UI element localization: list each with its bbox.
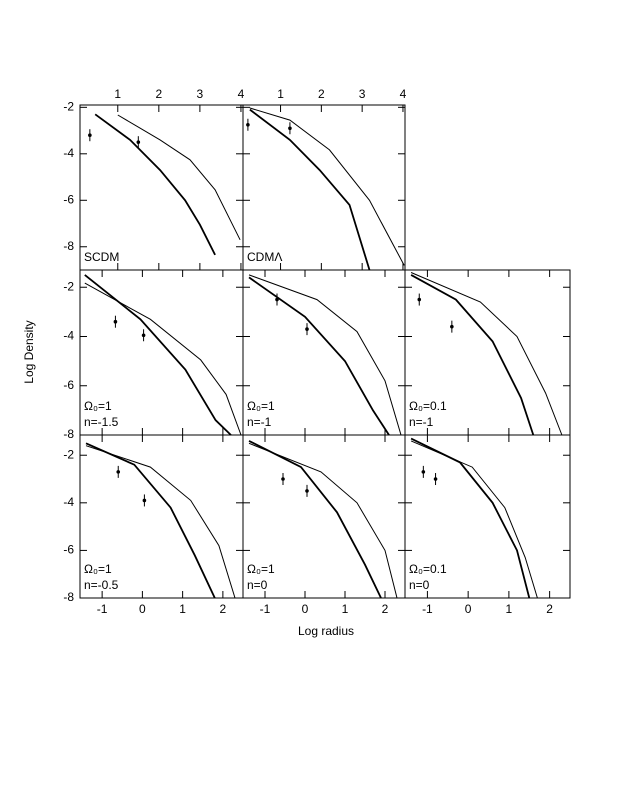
marker-dot [450,324,454,329]
panel-label: Ω₀=0.1 [409,399,447,413]
x-tick-label: -1 [97,602,108,616]
x-tick-label: 1 [342,602,349,616]
profile-curve [94,113,216,256]
panel-label: SCDM [84,250,119,264]
marker-dot [417,297,422,302]
x-tick-label: 2 [318,87,325,101]
x-tick-label: 1 [506,602,513,616]
profile-curve [410,440,538,599]
marker-dot [421,470,426,474]
panel-label: n=-1.5 [84,415,119,429]
profile-curve [249,107,405,266]
x-tick-label: 4 [400,87,407,101]
y-tick-label: -8 [63,590,74,604]
x-axis-label: Log radius [298,624,354,638]
profile-curve [410,272,563,436]
marker-dot [281,477,285,481]
y-tick-label: -2 [63,447,74,461]
y-tick-label: -4 [63,146,74,160]
profile-curve [248,442,398,599]
marker-dot [116,470,121,474]
panel-label: Ω₀=0.1 [409,562,447,576]
panel-label: CDMΛ [247,250,282,264]
x-tick-label: 0 [139,602,146,616]
marker-dot [288,126,292,131]
y-tick-label: -4 [63,495,74,509]
y-tick-label: -2 [63,279,74,293]
marker-dot [433,477,438,481]
x-tick-label: 1 [114,87,121,101]
marker-dot [142,498,147,503]
panel-label: Ω₀=1 [247,562,275,576]
y-tick-label: -6 [63,543,74,557]
x-tick-label: -1 [260,602,271,616]
profile-curve [248,274,402,436]
profile-curve [84,282,242,436]
x-tick-label: 4 [238,87,245,101]
y-tick-label: -2 [63,99,74,113]
marker-dot [136,140,141,144]
x-tick-label: 2 [220,602,227,616]
marker-dot [141,333,146,338]
x-tick-label: 2 [382,602,389,616]
panel-frame [404,434,571,599]
marker-dot [305,327,309,331]
x-tick-label: 2 [155,87,162,101]
y-tick-label: -8 [63,239,74,253]
y-tick-label: -6 [63,192,74,206]
x-tick-label: 0 [302,602,309,616]
marker-dot [305,489,309,493]
profile-curve [249,108,371,271]
panel-label: n=-0.5 [84,578,119,592]
profile-curve [248,440,382,599]
panel-label: n=0 [247,578,268,592]
marker-dot [88,133,92,138]
profile-curve [85,442,216,599]
panel-label: Ω₀=1 [84,399,112,413]
panel-label: n=-1 [247,415,272,429]
y-tick-label: -8 [63,427,74,441]
x-tick-label: 2 [546,602,553,616]
panel-label: Ω₀=1 [247,399,275,413]
x-tick-label: 0 [465,602,472,616]
y-axis-label: Log Density [22,320,36,383]
x-tick-label: 1 [179,602,186,616]
marker-dot [113,319,118,324]
profile-curve [248,276,390,436]
x-tick-label: 1 [277,87,284,101]
x-tick-label: 3 [197,87,204,101]
panel-label: n=0 [409,578,430,592]
profile-curve [85,445,236,599]
x-tick-label: -1 [422,602,433,616]
y-tick-label: -4 [63,329,74,343]
x-tick-label: 3 [359,87,366,101]
panel-frame [79,104,244,271]
panel-frame [242,104,406,271]
panel-label: n=-1 [409,415,434,429]
y-tick-label: -6 [63,378,74,392]
profile-curve [84,274,232,436]
profile-curve [117,114,241,241]
marker-dot [246,122,250,127]
panel-label: Ω₀=1 [84,562,112,576]
profile-curve [410,274,535,436]
marker-dot [275,297,279,302]
